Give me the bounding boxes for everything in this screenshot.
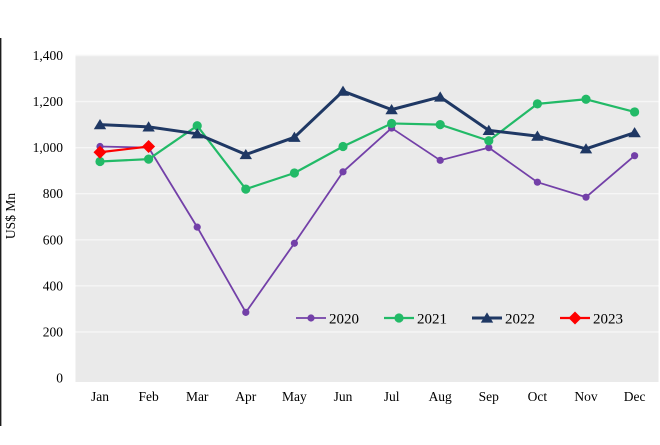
x-tick-label: Jan	[91, 389, 109, 404]
data-point-marker	[582, 193, 590, 201]
data-point-marker	[241, 184, 251, 194]
data-point-marker	[142, 139, 156, 153]
legend-label-2022: 2022	[505, 312, 535, 328]
series-line-2023	[98, 145, 150, 154]
y-tick-label: 800	[43, 186, 64, 201]
x-tick-label: Feb	[138, 389, 159, 404]
data-point-marker	[290, 239, 298, 247]
data-point-marker	[434, 91, 447, 102]
x-tick-label: Oct	[528, 389, 548, 404]
series-line-2020	[99, 127, 636, 314]
y-tick-label: 0	[56, 371, 63, 386]
data-point-marker	[532, 99, 543, 109]
data-point-marker	[338, 141, 348, 152]
x-tick-label: Mar	[186, 389, 209, 404]
chart-legend: 2020 2021 2022 2023	[296, 311, 623, 328]
data-point-marker	[531, 130, 544, 141]
x-tick-label: Jun	[334, 389, 353, 404]
y-axis-tick-labels: 0 200 400 600 800 1,000 1,200 1,400	[33, 48, 64, 386]
data-point-marker	[387, 118, 397, 129]
y-tick-label: 1,200	[33, 94, 64, 109]
data-point-marker	[191, 128, 204, 139]
data-point-marker	[482, 124, 495, 135]
data-point-marker	[288, 131, 301, 142]
data-point-marker	[336, 85, 350, 96]
plot-area	[75, 55, 659, 382]
data-point-marker	[480, 312, 494, 323]
data-point-marker	[142, 121, 155, 132]
series-2022	[93, 85, 641, 160]
data-point-marker	[484, 136, 494, 146]
data-point-marker	[628, 127, 641, 138]
data-point-marker	[579, 143, 593, 154]
y-tick-label: 600	[43, 232, 64, 247]
data-point-marker	[435, 120, 445, 130]
data-point-marker	[239, 148, 252, 160]
data-point-marker	[93, 145, 107, 159]
y-axis-title: US$ Mn	[3, 193, 18, 239]
data-point-marker	[95, 156, 105, 167]
y-tick-label: 400	[43, 278, 64, 293]
x-tick-label: Apr	[235, 389, 256, 404]
gridlines	[75, 54, 659, 333]
data-point-marker	[93, 119, 107, 130]
data-point-marker	[394, 313, 404, 323]
legend-label-2023: 2023	[593, 312, 623, 328]
y-tick-label: 1,000	[33, 140, 64, 155]
series-2023	[93, 139, 156, 159]
data-point-marker	[631, 152, 639, 160]
legend-item-2023: 2023	[560, 311, 623, 328]
x-tick-label: Nov	[574, 389, 597, 404]
series-line-2022	[98, 89, 637, 157]
legend-item-2020: 2020	[296, 312, 359, 328]
data-series	[93, 85, 641, 316]
legend-item-2022: 2022	[472, 312, 535, 328]
data-point-marker	[485, 144, 493, 152]
x-tick-label: May	[282, 389, 307, 404]
legend-item-2021: 2021	[384, 312, 447, 328]
data-point-marker	[242, 308, 250, 316]
data-point-marker	[144, 154, 154, 164]
y-tick-label: 1,400	[33, 48, 64, 63]
data-point-marker	[385, 104, 398, 115]
legend-label-2021: 2021	[417, 312, 447, 328]
data-point-marker	[568, 311, 582, 325]
data-point-marker	[307, 314, 315, 322]
x-axis-tick-labels: Jan Feb Mar Apr May Jun Jul Aug Sep Oct Nov Dec	[91, 389, 645, 404]
data-point-marker	[339, 168, 347, 176]
y-tick-label: 200	[43, 324, 64, 339]
data-point-marker	[193, 223, 201, 231]
data-point-marker	[581, 94, 591, 104]
data-point-marker	[436, 156, 444, 164]
data-point-marker	[289, 168, 299, 178]
x-tick-label: Jul	[384, 389, 400, 404]
legend-label-2020: 2020	[329, 312, 359, 328]
x-tick-label: Dec	[624, 389, 646, 404]
data-point-marker	[630, 107, 640, 117]
x-tick-label: Sep	[479, 389, 500, 404]
data-point-marker	[533, 178, 542, 186]
data-point-marker	[192, 121, 202, 131]
x-tick-label: Aug	[429, 389, 452, 404]
